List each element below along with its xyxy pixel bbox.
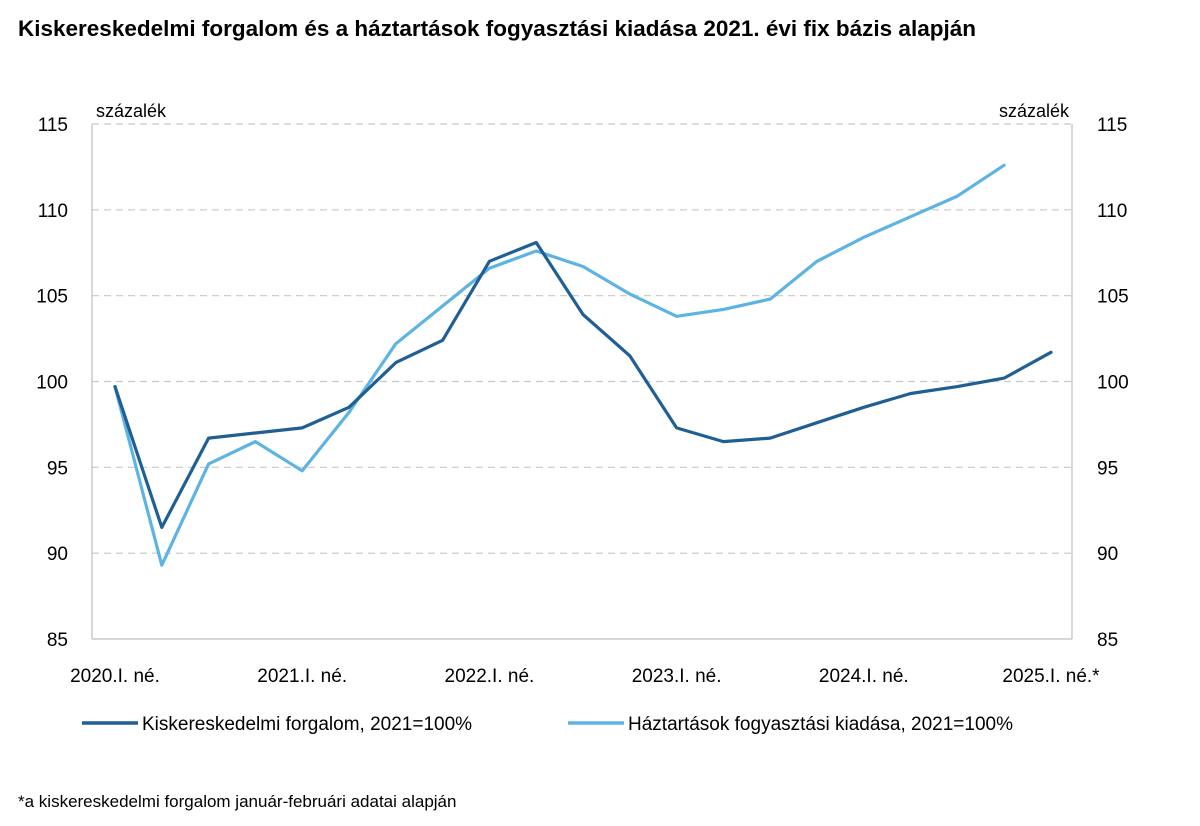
y-tick-label-right: 100	[1097, 373, 1129, 394]
legend: Kiskereskedelmi forgalom, 2021=100% Házta…	[82, 714, 1013, 735]
x-tick-label: 2022.I. né.	[445, 666, 535, 687]
x-tick-label: 2021.I. né.	[257, 666, 347, 687]
left-axis-unit-label: százalék	[96, 101, 167, 121]
y-tick-label-left: 95	[47, 458, 68, 479]
x-tick-label: 2025.I. né.*	[1002, 666, 1100, 687]
legend-label-1: Kiskereskedelmi forgalom, 2021=100%	[142, 714, 472, 735]
legend-label-2: Háztartások fogyasztási kiadása, 2021=10…	[628, 714, 1013, 735]
y-tick-label-right: 110	[1097, 201, 1127, 222]
y-tick-label-left: 90	[47, 544, 68, 565]
series-lines	[113, 163, 1053, 567]
series-line-2	[113, 163, 1006, 567]
x-tick-label: 2020.I. né.	[70, 666, 160, 687]
y-tick-label-right: 95	[1097, 458, 1118, 479]
right-axis-unit-label: százalék	[999, 101, 1070, 121]
x-tick-label: 2023.I. né.	[632, 666, 722, 687]
gridlines	[92, 123, 1072, 554]
y-tick-label-left: 105	[36, 287, 68, 308]
y-tick-label-left: 115	[38, 115, 68, 136]
chart-title: Kiskereskedelmi forgalom és a háztartáso…	[18, 16, 976, 41]
x-tick-labels: 2020.I. né. 2021.I. né. 2022.I. né. 2023.I.…	[70, 666, 1100, 687]
y-tick-label-left: 85	[47, 630, 68, 651]
y-tick-label-left: 110	[38, 201, 68, 222]
y-tick-label-right: 115	[1097, 115, 1127, 136]
y-tick-label-right: 90	[1097, 544, 1118, 565]
x-tick-label: 2024.I. né.	[819, 666, 909, 687]
y-tick-labels: 85 85 90 90 95 95 100 100 105 105 110 110 115 115	[36, 115, 1128, 651]
y-tick-label-right: 85	[1097, 630, 1118, 651]
footnote: *a kiskereskedelmi forgalom január-febru…	[18, 792, 457, 811]
series-line-1	[113, 240, 1053, 530]
y-tick-label-left: 100	[36, 373, 68, 394]
y-tick-label-right: 105	[1097, 287, 1129, 308]
